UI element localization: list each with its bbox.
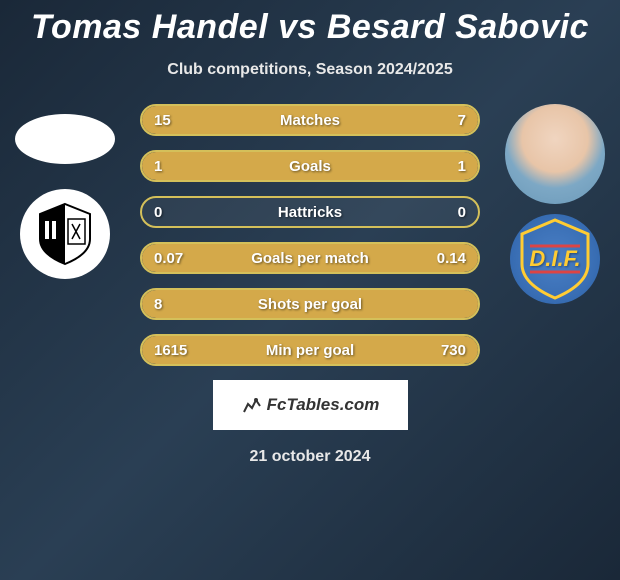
brand-box: FcTables.com	[213, 380, 408, 430]
stat-value-right: 1	[458, 158, 466, 175]
stats-container: 15 Matches 7 1 Goals 1 0 Hattricks 0 0.07 Goals pe…	[140, 104, 480, 366]
stat-row: 1 Goals 1	[140, 150, 480, 182]
stat-bar-right	[310, 152, 478, 180]
stat-row: 8 Shots per goal	[140, 288, 480, 320]
date-text: 21 october 2024	[0, 448, 620, 466]
player-right-avatar	[505, 104, 605, 204]
vitoria-badge-icon	[30, 199, 100, 269]
stat-value-left: 1	[154, 158, 162, 175]
player-left-avatar	[15, 114, 115, 164]
fctables-logo-icon	[241, 394, 263, 416]
stat-value-left: 15	[154, 112, 171, 129]
stat-row: 1615 Min per goal 730	[140, 334, 480, 366]
comparison-content: D.I.F. 15 Matches 7 1 Goals 1 0 Hattricks 0 0.07 G…	[0, 104, 620, 366]
stat-value-left: 0	[154, 204, 162, 221]
stat-row: 15 Matches 7	[140, 104, 480, 136]
stat-value-left: 1615	[154, 342, 187, 359]
stat-bar-left	[142, 152, 310, 180]
stat-label: Min per goal	[266, 342, 354, 359]
player-left-club-badge	[20, 189, 110, 279]
stat-row: 0 Hattricks 0	[140, 196, 480, 228]
stat-value-left: 0.07	[154, 250, 183, 267]
stat-value-right: 7	[458, 112, 466, 129]
page-title: Tomas Handel vs Besard Sabovic	[0, 0, 620, 47]
left-player-column	[10, 104, 120, 289]
stat-row: 0.07 Goals per match 0.14	[140, 242, 480, 274]
dif-badge-icon	[510, 214, 600, 304]
brand-text: FcTables.com	[267, 395, 380, 415]
stat-label: Goals per match	[251, 250, 369, 267]
stat-value-right: 730	[441, 342, 466, 359]
stat-label: Hattricks	[278, 204, 342, 221]
stat-label: Matches	[280, 112, 340, 129]
stat-label: Shots per goal	[258, 296, 362, 313]
subtitle: Club competitions, Season 2024/2025	[0, 61, 620, 79]
stat-label: Goals	[289, 158, 331, 175]
stat-value-left: 8	[154, 296, 162, 313]
stat-value-right: 0.14	[437, 250, 466, 267]
player-right-club-badge: D.I.F.	[510, 214, 600, 304]
stat-value-right: 0	[458, 204, 466, 221]
right-player-column: D.I.F.	[500, 104, 610, 314]
